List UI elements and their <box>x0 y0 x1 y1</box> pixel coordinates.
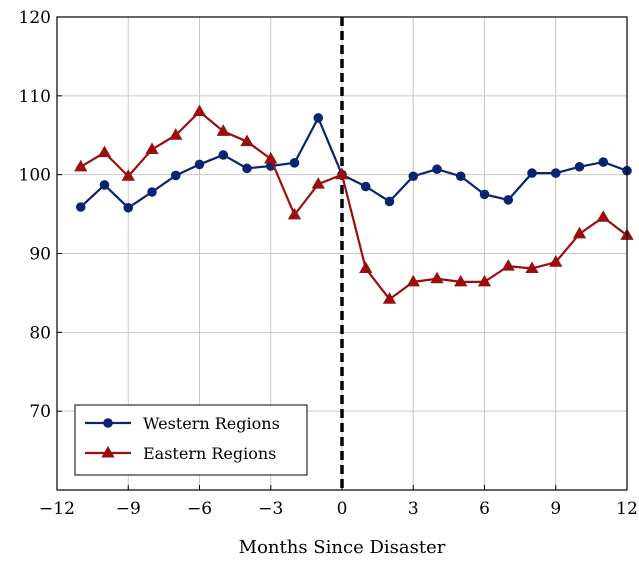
data-point <box>477 274 492 287</box>
data-point <box>123 202 134 213</box>
series-group <box>74 104 634 304</box>
data-point <box>572 226 587 239</box>
data-point <box>216 124 230 136</box>
data-point <box>242 163 252 174</box>
data-point <box>99 180 110 190</box>
data-point <box>574 161 585 172</box>
data-point <box>549 255 563 267</box>
legend-entry: Eastern Regions <box>85 444 276 463</box>
data-point <box>192 104 207 117</box>
y-tick-label: 110 <box>19 87 51 107</box>
data-point <box>408 171 419 182</box>
series-line <box>80 110 628 301</box>
data-point <box>74 159 88 172</box>
data-point <box>598 157 609 167</box>
data-point <box>170 170 181 181</box>
data-point <box>454 274 468 287</box>
data-point <box>406 274 420 287</box>
legend-label: Western Regions <box>143 414 280 433</box>
data-point <box>430 271 444 284</box>
x-tick-label: 9 <box>550 499 561 519</box>
data-point <box>525 261 539 274</box>
x-tick-label: 0 <box>337 499 348 519</box>
tick-labels: −12 −9 −6 −3 0 3 6 9 12 70 80 90 100 110 120 <box>19 8 638 519</box>
legend-box <box>74 404 308 476</box>
data-point <box>382 292 397 304</box>
data-point <box>527 168 537 178</box>
data-point <box>359 261 373 274</box>
data-point <box>75 202 86 212</box>
x-tick-label: 12 <box>616 499 638 519</box>
data-point <box>97 145 112 158</box>
data-point <box>289 158 300 168</box>
data-point <box>121 169 135 181</box>
data-point <box>194 159 205 170</box>
y-tick-label: 90 <box>29 245 51 265</box>
x-tick-label: −9 <box>116 499 141 519</box>
data-point <box>550 168 561 178</box>
legend-label: Eastern Regions <box>143 444 276 463</box>
legend: Western Regions Eastern Regions <box>74 404 308 476</box>
x-tick-label: −3 <box>258 499 283 519</box>
data-point <box>313 113 324 123</box>
y-tick-label: 80 <box>29 323 51 343</box>
x-axis-title: Months Since Disaster <box>239 537 446 558</box>
data-point <box>145 142 159 154</box>
x-tick-label: −12 <box>39 499 75 519</box>
series-2 <box>74 104 634 304</box>
legend-swatch-marker <box>103 418 113 428</box>
data-point <box>311 177 325 189</box>
data-point <box>218 150 229 160</box>
data-point <box>169 128 183 140</box>
legend-entry: Western Regions <box>85 414 280 433</box>
data-point <box>335 167 349 180</box>
data-point <box>147 187 157 197</box>
data-point <box>596 210 610 222</box>
data-point <box>432 164 442 174</box>
x-tick-label: −6 <box>187 499 212 519</box>
series-1 <box>75 113 632 213</box>
y-tick-label: 70 <box>29 402 51 422</box>
data-point <box>360 181 371 192</box>
data-point <box>501 259 515 271</box>
data-point <box>384 196 395 207</box>
data-point <box>287 207 302 220</box>
data-point <box>479 189 490 200</box>
data-point <box>503 195 514 205</box>
data-point <box>264 151 278 164</box>
y-tick-label: 100 <box>19 166 51 186</box>
x-tick-label: 6 <box>479 499 490 519</box>
data-point <box>455 171 466 182</box>
legend-swatch-marker <box>101 446 115 458</box>
data-point <box>240 134 254 147</box>
series-line <box>80 116 628 209</box>
x-tick-label: 3 <box>408 499 419 519</box>
y-tick-label: 120 <box>19 8 51 28</box>
